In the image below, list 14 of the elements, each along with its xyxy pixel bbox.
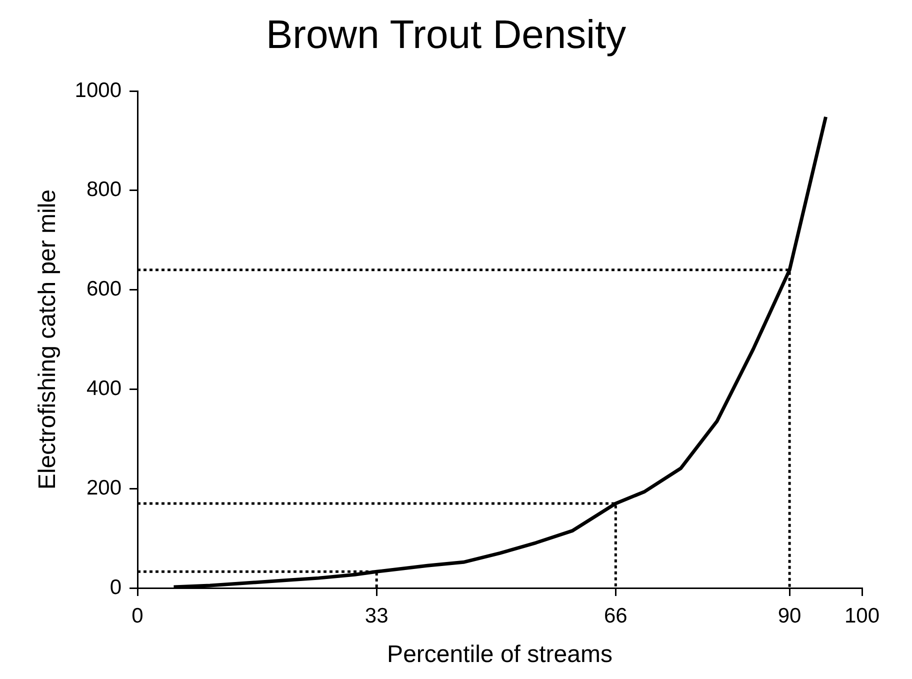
chart-title: Brown Trout Density — [266, 13, 626, 58]
x-tick-label: 0 — [132, 604, 144, 628]
y-tick-label: 200 — [86, 476, 122, 500]
y-tick-label: 400 — [86, 376, 122, 400]
x-axis-title: Percentile of streams — [387, 641, 612, 668]
x-tick-label: 33 — [364, 604, 388, 628]
x-tick-label: 66 — [604, 604, 628, 628]
y-tick-label: 1000 — [74, 78, 122, 102]
x-tick-label: 90 — [778, 604, 802, 628]
y-axis-title: Electrofishing catch per mile — [34, 189, 62, 490]
y-tick-label: 800 — [86, 178, 122, 202]
y-tick-label: 600 — [86, 278, 122, 301]
x-tick-label: 100 — [844, 604, 880, 628]
y-tick-label: 0 — [110, 576, 122, 599]
